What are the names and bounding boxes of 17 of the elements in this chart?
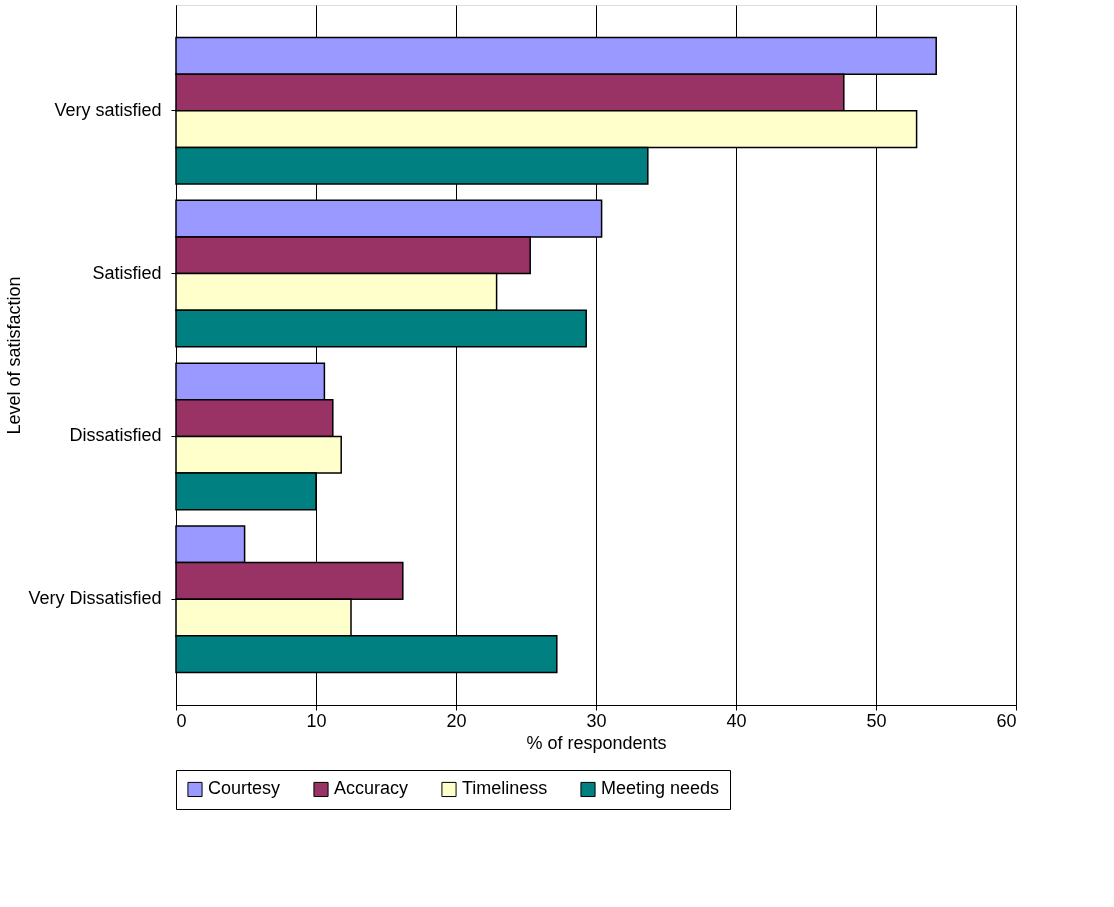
y-tick-label: Very Dissatisfied [28, 588, 162, 609]
y-tick-label: Very satisfied [54, 99, 162, 120]
x-tick-label: 50 [866, 710, 887, 731]
y-axis-title: Level of satisfaction [4, 276, 25, 435]
legend-label: Timeliness [462, 778, 548, 799]
x-axis-title: % of respondents [526, 732, 667, 753]
x-tick-label: 60 [996, 710, 1017, 731]
x-tick-label: 0 [176, 710, 187, 731]
legend-label: Courtesy [208, 778, 281, 799]
y-tick-label: Satisfied [92, 262, 162, 283]
x-tick-label: 30 [586, 710, 607, 731]
x-tick-label: 10 [306, 710, 327, 731]
x-tick-label: 40 [726, 710, 747, 731]
y-tick-label: Dissatisfied [69, 425, 162, 446]
legend-label: Meeting needs [601, 778, 720, 799]
x-tick-label: 20 [446, 710, 467, 731]
legend-label: Accuracy [334, 778, 409, 799]
